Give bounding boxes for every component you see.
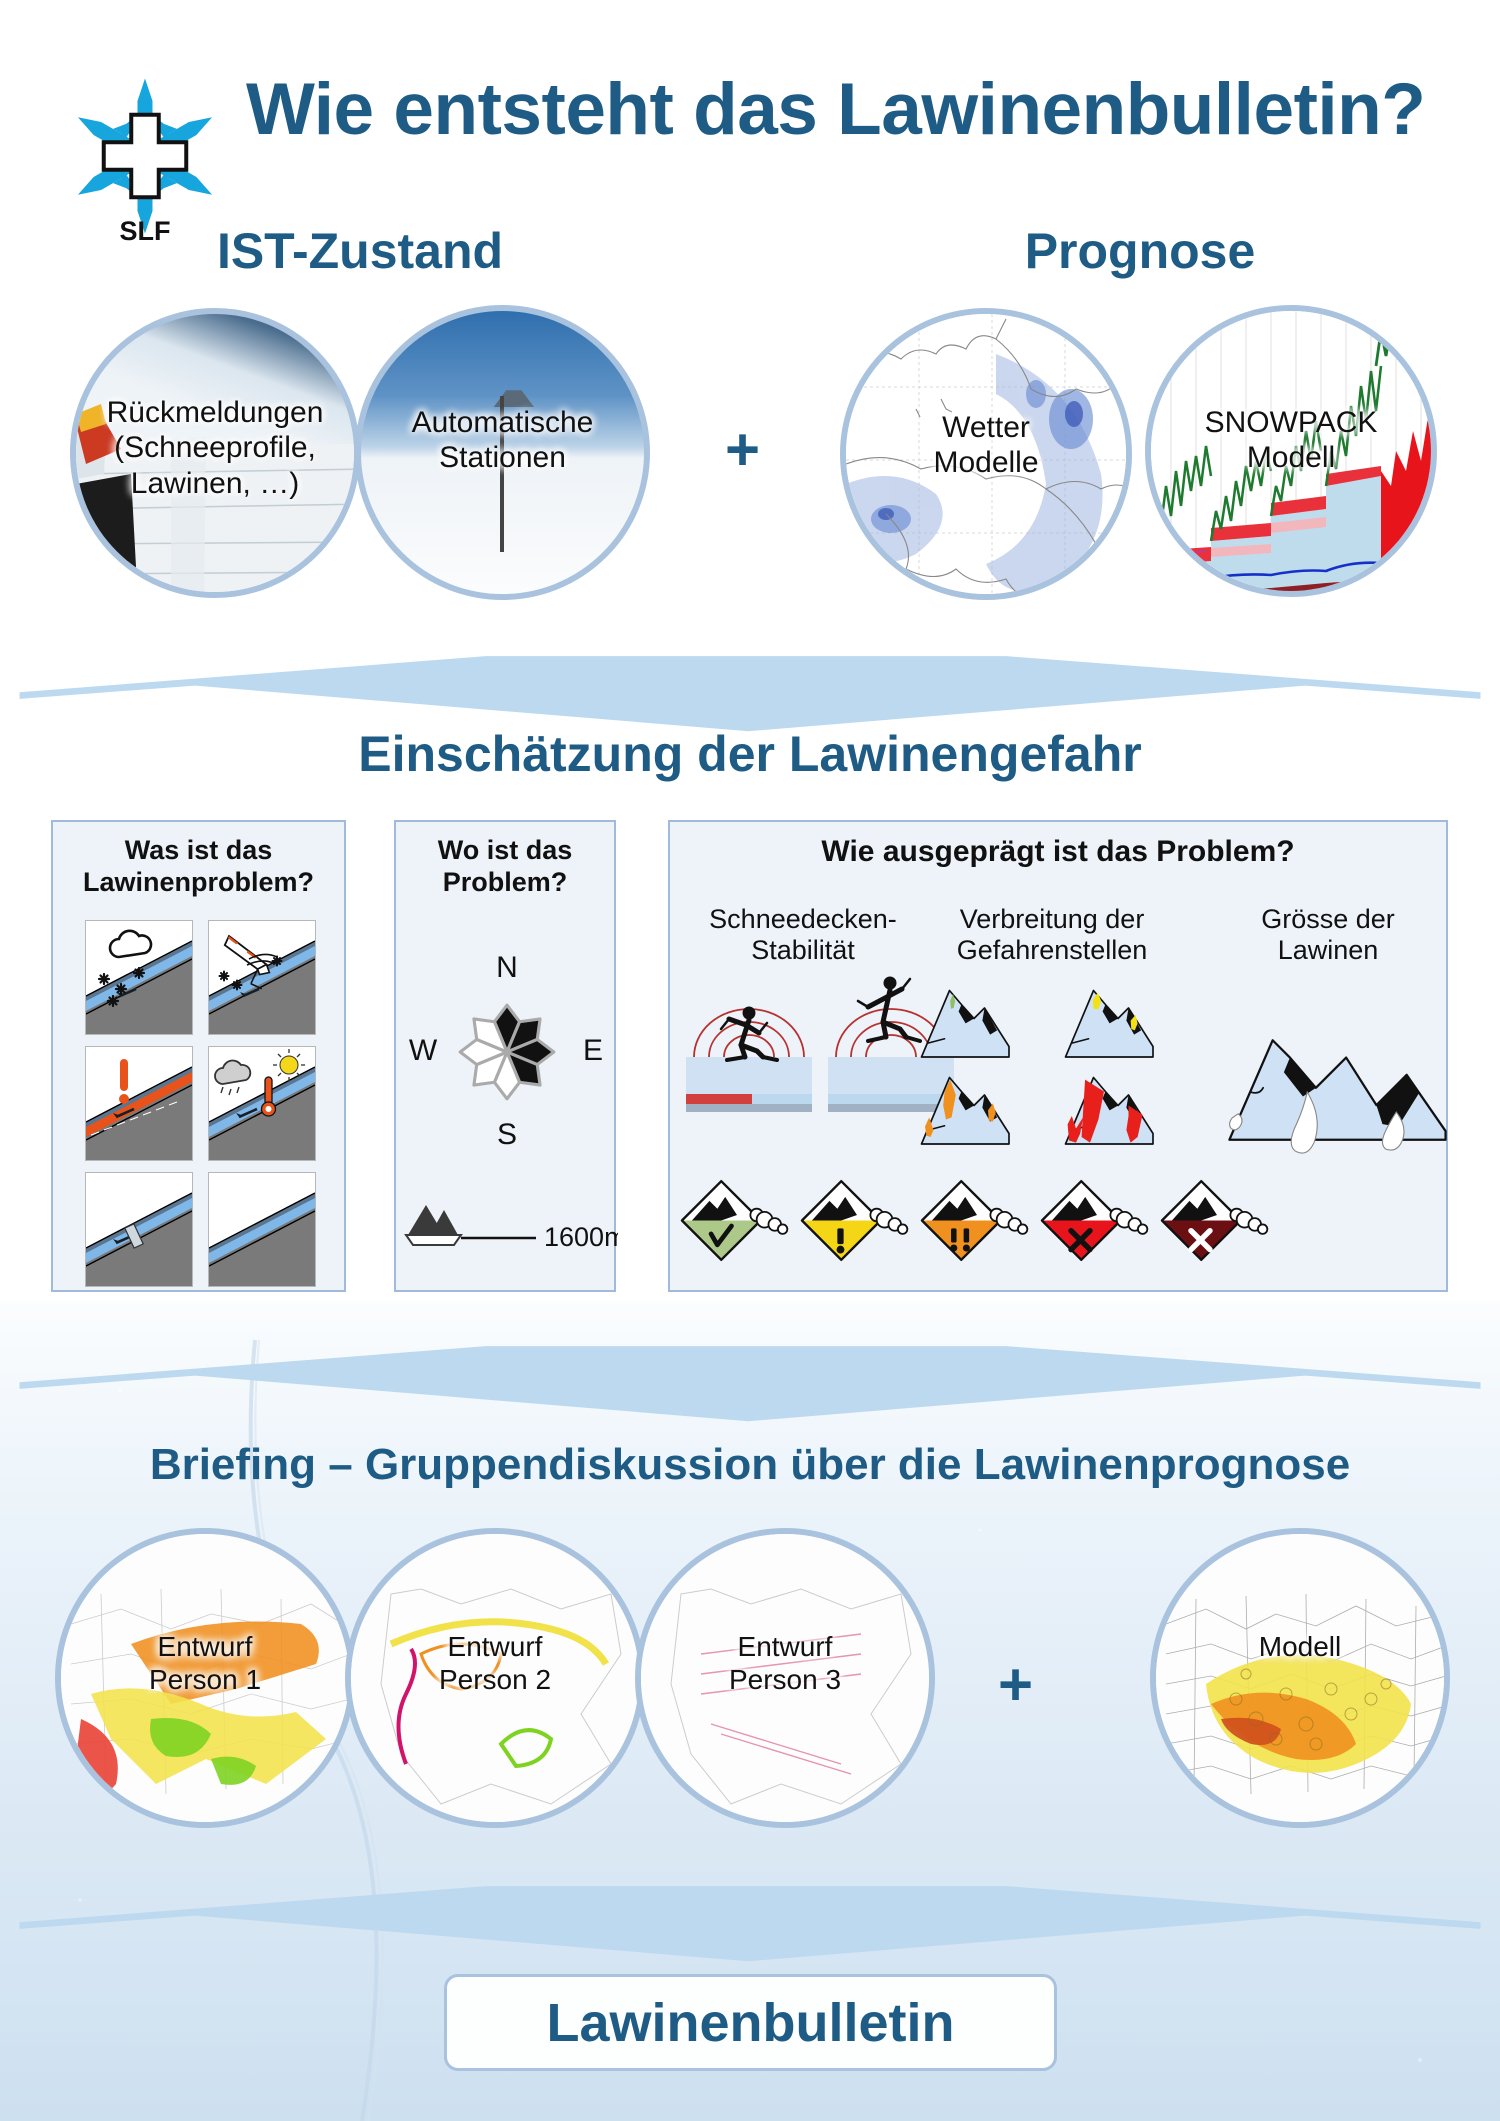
svg-text:S: S xyxy=(497,1118,517,1151)
svg-text:E: E xyxy=(583,1034,603,1067)
svg-text:N: N xyxy=(496,952,518,984)
svg-text:W: W xyxy=(409,1034,438,1067)
svg-text:1600m: 1600m xyxy=(544,1222,618,1252)
